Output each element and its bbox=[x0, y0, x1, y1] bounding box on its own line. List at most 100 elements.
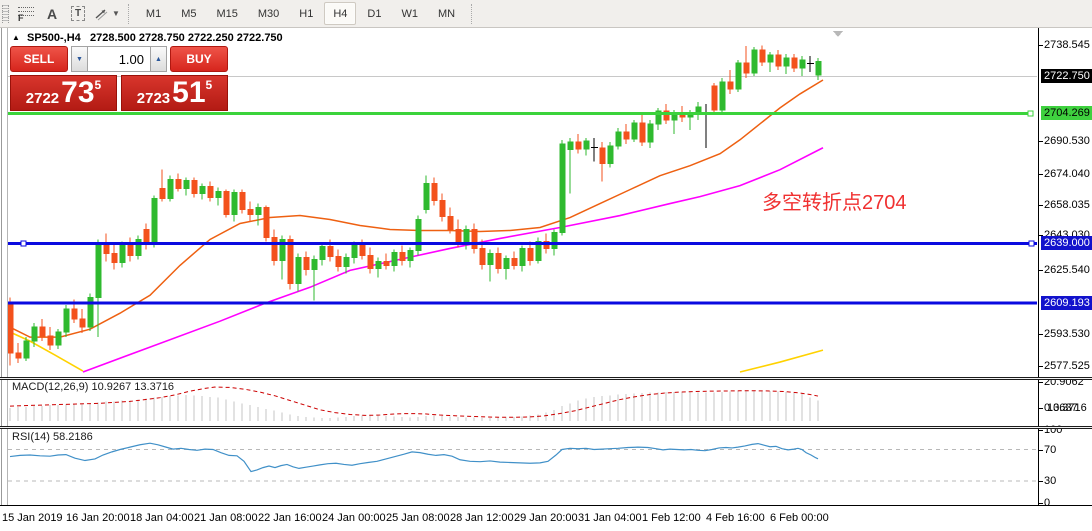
buy-price-display[interactable]: 2723 51 5 bbox=[121, 75, 228, 111]
candle bbox=[199, 183, 206, 200]
rsi-label: RSI(14) 58.2186 bbox=[12, 431, 93, 443]
candle bbox=[519, 245, 526, 272]
line-handle bbox=[1028, 240, 1035, 247]
text-label-tool-button[interactable]: T bbox=[67, 4, 89, 24]
date-label: 15 Jan 2019 bbox=[2, 512, 63, 524]
rsi-line bbox=[9, 442, 819, 473]
candle bbox=[175, 173, 182, 192]
price-label-2674.040: 2674.040 bbox=[1039, 167, 1090, 180]
timeframe-button-W1[interactable]: W1 bbox=[401, 7, 418, 20]
candle bbox=[303, 251, 310, 276]
line-handle bbox=[1027, 110, 1034, 117]
chart-annotation: 多空转折点2704 bbox=[762, 192, 907, 214]
candle bbox=[511, 251, 518, 270]
chevron-down-icon[interactable]: ▼ bbox=[112, 9, 120, 18]
font-tool-button[interactable]: A bbox=[41, 4, 63, 24]
timeframe-button-H4[interactable]: H4 bbox=[324, 2, 357, 25]
buy-button[interactable]: BUY bbox=[170, 46, 228, 72]
candle bbox=[103, 233, 110, 262]
candle bbox=[151, 195, 158, 248]
ma-orange bbox=[9, 79, 824, 338]
candle bbox=[343, 253, 350, 274]
candle bbox=[799, 56, 806, 76]
candle bbox=[407, 247, 414, 268]
toolbar-separator bbox=[471, 3, 473, 24]
macd-indicator-pane[interactable] bbox=[0, 380, 1038, 426]
candle bbox=[743, 46, 750, 78]
candle bbox=[783, 54, 790, 74]
candle bbox=[759, 45, 766, 67]
macd-histogram bbox=[9, 390, 819, 421]
candle bbox=[111, 243, 118, 270]
toolbar-grip[interactable] bbox=[2, 4, 9, 23]
rsi-scale-0: 0 bbox=[1038, 497, 1051, 509]
timeframe-button-M15[interactable]: M15 bbox=[216, 7, 238, 20]
rsi-scale-30: 30 bbox=[1038, 475, 1057, 487]
timeframe-button-M30[interactable]: M30 bbox=[257, 7, 280, 20]
date-label: 6 Feb 00:00 bbox=[770, 512, 829, 524]
sell-button[interactable]: SELL bbox=[10, 46, 68, 72]
candle bbox=[63, 305, 70, 338]
candle bbox=[655, 107, 662, 130]
candle bbox=[15, 343, 22, 364]
timeframe-button-MN[interactable]: MN bbox=[437, 7, 456, 20]
window-left-border bbox=[1, 28, 8, 505]
price-label-2690.530: 2690.530 bbox=[1039, 134, 1090, 147]
ma-yellow-right bbox=[739, 349, 824, 373]
date-label: 24 Jan 00:00 bbox=[322, 512, 386, 524]
pane-splitter-macd[interactable] bbox=[0, 377, 1092, 380]
candle bbox=[367, 247, 374, 274]
candle bbox=[39, 319, 46, 342]
sell-price-display[interactable]: 2722 73 5 bbox=[10, 75, 117, 111]
timeframe-button-H1[interactable]: H1 bbox=[299, 7, 314, 20]
one-click-trading-panel: SELL ▼ 1.00 ▲ BUY 2722 73 5 2723 51 5 bbox=[10, 46, 230, 111]
date-label: 21 Jan 08:00 bbox=[194, 512, 258, 524]
chart-title: ▲ SP500-,H4 2728.500 2728.750 2722.250 2… bbox=[12, 32, 283, 44]
timeframe-button-D1[interactable]: D1 bbox=[367, 7, 382, 20]
date-label: 22 Jan 16:00 bbox=[258, 512, 322, 524]
font-a-icon: A bbox=[46, 5, 58, 22]
candle bbox=[423, 175, 430, 214]
candle bbox=[591, 137, 598, 162]
candle bbox=[167, 175, 174, 202]
candle bbox=[775, 50, 782, 71]
candle bbox=[415, 215, 422, 256]
candles-layer bbox=[7, 45, 822, 366]
candle bbox=[647, 119, 654, 148]
candle bbox=[231, 189, 238, 222]
candle bbox=[255, 203, 262, 226]
timeframe-button-M1[interactable]: M1 bbox=[145, 7, 162, 20]
candle bbox=[575, 133, 582, 154]
candle bbox=[95, 239, 102, 338]
sell-price-big: 73 bbox=[61, 76, 95, 109]
date-label: 1 Feb 12:00 bbox=[642, 512, 701, 524]
candle bbox=[47, 327, 54, 351]
candle bbox=[119, 241, 126, 268]
price-label-2639.000: 2639.000 bbox=[1041, 236, 1092, 251]
candle bbox=[319, 243, 326, 266]
window-collapse-icon[interactable]: ▲ bbox=[12, 33, 20, 42]
timeframe-button-M5[interactable]: M5 bbox=[181, 7, 197, 20]
candle bbox=[695, 101, 702, 120]
candle bbox=[135, 235, 142, 260]
candle bbox=[495, 247, 502, 274]
date-axis[interactable]: 15 Jan 2019 16 Jan 20:00 18 Jan 04:00 21 Ja… bbox=[0, 505, 1092, 531]
chart-properties-button[interactable]: F bbox=[15, 4, 37, 24]
macd-signal-line bbox=[9, 386, 819, 418]
volume-increase-button[interactable]: ▲ bbox=[150, 46, 167, 72]
candle bbox=[703, 103, 710, 148]
volume-decrease-button[interactable]: ▼ bbox=[71, 46, 88, 72]
candle bbox=[711, 82, 718, 113]
pane-splitter-rsi[interactable] bbox=[0, 426, 1092, 429]
rsi-indicator-pane[interactable] bbox=[0, 429, 1038, 505]
candle bbox=[735, 60, 742, 92]
candle bbox=[487, 249, 494, 282]
price-axis[interactable]: 2738.545 2722.750 2704.269 2690.530 2674.040… bbox=[1038, 28, 1092, 509]
candle bbox=[143, 223, 150, 250]
candle bbox=[447, 207, 454, 234]
sell-price-sup: 5 bbox=[94, 78, 102, 92]
candle bbox=[471, 223, 478, 254]
arrow-objects-button[interactable]: ▼ bbox=[93, 4, 120, 24]
main-chart-pane[interactable] bbox=[0, 28, 1038, 377]
volume-input[interactable]: 1.00 bbox=[88, 46, 150, 72]
